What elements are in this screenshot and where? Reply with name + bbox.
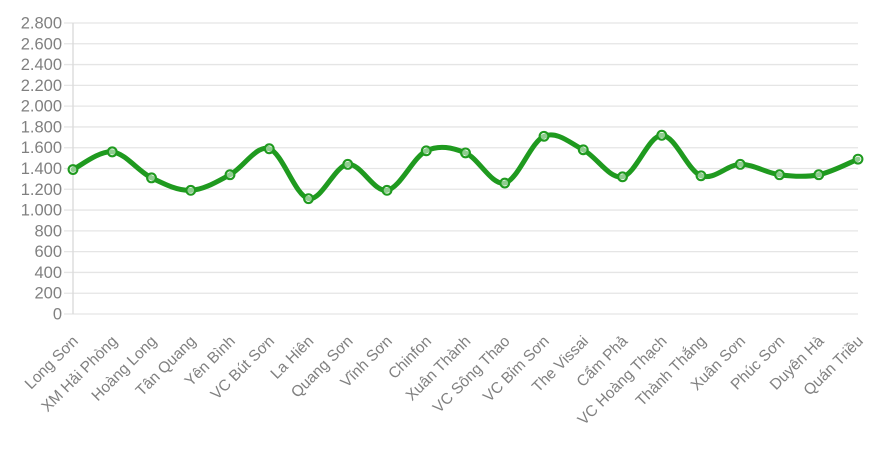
y-axis-tick-label: 1.600 xyxy=(21,139,62,157)
data-point-marker[interactable] xyxy=(499,177,511,189)
data-point-marker[interactable] xyxy=(695,170,707,182)
data-point-marker[interactable] xyxy=(185,184,197,196)
y-axis-tick-label: 1.800 xyxy=(21,118,62,136)
y-axis-tick-label: 200 xyxy=(34,285,62,303)
data-point-marker[interactable] xyxy=(734,158,746,170)
y-axis-tick-label: 2.800 xyxy=(21,15,62,33)
data-point-marker[interactable] xyxy=(813,169,825,181)
data-point-marker[interactable] xyxy=(106,146,118,158)
y-axis-tick-label: 2.600 xyxy=(21,35,62,53)
data-point-marker[interactable] xyxy=(146,172,157,184)
data-point-marker[interactable] xyxy=(852,153,864,165)
data-point-marker[interactable] xyxy=(774,169,785,181)
data-point-marker[interactable] xyxy=(67,164,79,175)
y-axis-tick-label: 800 xyxy=(34,222,62,240)
data-point-marker[interactable] xyxy=(460,147,471,159)
y-axis-tick-label: 2.200 xyxy=(21,77,62,95)
data-point-marker[interactable] xyxy=(617,171,628,183)
data-point-marker[interactable] xyxy=(224,169,236,181)
data-point-marker[interactable] xyxy=(342,158,354,170)
y-axis-tick-label: 1.400 xyxy=(21,160,62,178)
data-point-marker[interactable] xyxy=(577,144,589,156)
y-axis-tick-label: 2.000 xyxy=(21,98,62,116)
data-point-marker[interactable] xyxy=(381,184,393,196)
data-point-marker[interactable] xyxy=(656,129,668,141)
data-point-marker[interactable] xyxy=(303,193,314,205)
y-axis-tick-label: 2.400 xyxy=(21,56,62,74)
y-axis-tick-label: 400 xyxy=(34,264,62,282)
y-axis-tick-label: 1.200 xyxy=(21,181,62,199)
y-axis-tick-label: 1.000 xyxy=(21,202,62,220)
y-axis-tick-label: 0 xyxy=(53,306,62,324)
data-point-marker[interactable] xyxy=(538,130,550,142)
y-axis-tick-label: 600 xyxy=(34,243,62,261)
data-point-marker[interactable] xyxy=(420,145,432,157)
data-point-marker[interactable] xyxy=(263,143,275,155)
